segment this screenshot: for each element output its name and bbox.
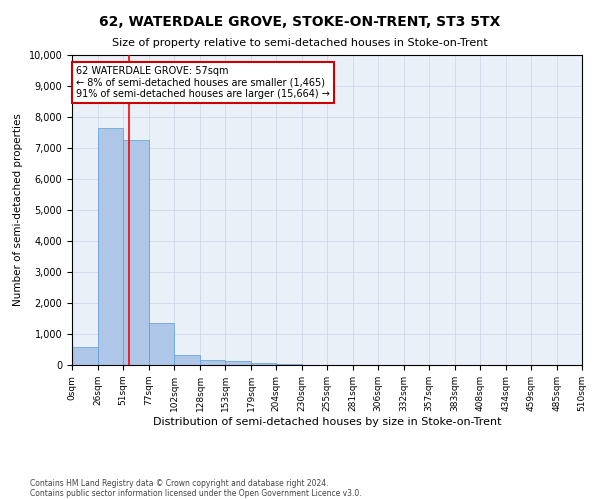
Text: 62 WATERDALE GROVE: 57sqm
← 8% of semi-detached houses are smaller (1,465)
91% o: 62 WATERDALE GROVE: 57sqm ← 8% of semi-d…	[76, 66, 330, 99]
Bar	[149, 323, 174, 365]
Bar	[251, 362, 276, 365]
Text: 62, WATERDALE GROVE, STOKE-ON-TRENT, ST3 5TX: 62, WATERDALE GROVE, STOKE-ON-TRENT, ST3…	[100, 15, 500, 29]
Bar	[276, 364, 302, 365]
Bar	[72, 347, 98, 365]
Bar	[98, 128, 123, 365]
Bar	[225, 362, 251, 365]
Text: Contains HM Land Registry data © Crown copyright and database right 2024.: Contains HM Land Registry data © Crown c…	[30, 478, 329, 488]
X-axis label: Distribution of semi-detached houses by size in Stoke-on-Trent: Distribution of semi-detached houses by …	[153, 416, 501, 426]
Bar	[200, 360, 225, 365]
Bar	[174, 356, 200, 365]
Y-axis label: Number of semi-detached properties: Number of semi-detached properties	[13, 114, 23, 306]
Text: Size of property relative to semi-detached houses in Stoke-on-Trent: Size of property relative to semi-detach…	[112, 38, 488, 48]
Text: Contains public sector information licensed under the Open Government Licence v3: Contains public sector information licen…	[30, 488, 362, 498]
Bar	[123, 140, 149, 365]
